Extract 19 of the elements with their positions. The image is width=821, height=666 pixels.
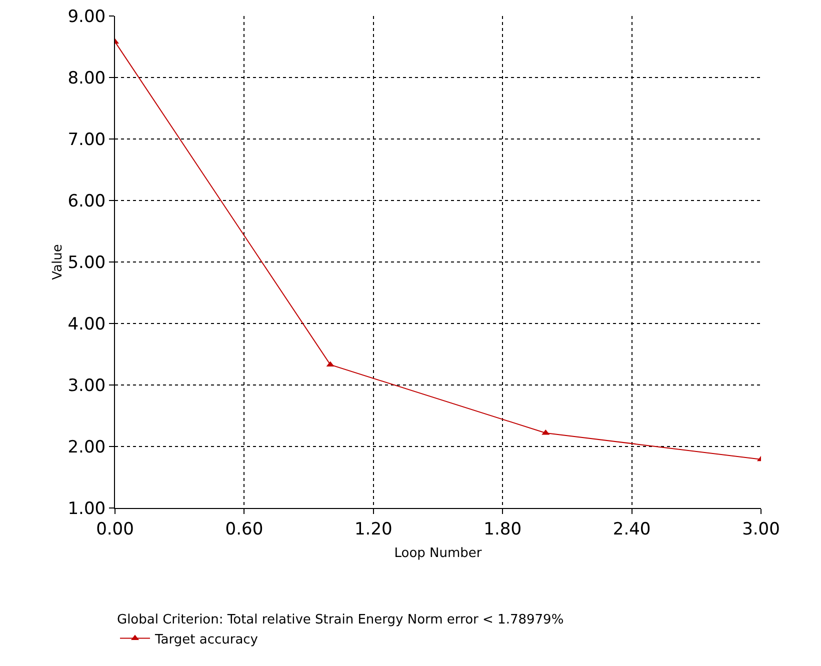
x-tick-label: 0.00: [96, 519, 134, 540]
y-tick-label: 2.00: [68, 437, 106, 458]
x-tick-label: 3.00: [742, 519, 780, 540]
y-axis-title: Value: [50, 244, 66, 280]
y-tick-label: 9.00: [68, 6, 106, 27]
y-tick-label: 6.00: [68, 191, 106, 212]
y-tick-label: 4.00: [68, 314, 106, 334]
x-tick-label: 0.60: [225, 519, 264, 540]
legend-label: Target accuracy: [154, 632, 258, 648]
y-tick-label: 5.00: [68, 252, 106, 273]
x-axis-title: Loop Number: [394, 546, 482, 561]
x-tick-label: 1.80: [484, 519, 522, 540]
x-tick-label: 1.20: [354, 519, 392, 540]
legend-title: Global Criterion: Total relative Strain Energy Norm error < 1.78979%: [117, 612, 564, 628]
x-tick-label: 2.40: [612, 519, 651, 540]
y-tick-label: 3.00: [68, 376, 106, 396]
y-tick-label: 1.00: [68, 498, 106, 519]
y-tick-label: 7.00: [68, 130, 106, 150]
y-tick-label: 8.00: [68, 68, 106, 88]
